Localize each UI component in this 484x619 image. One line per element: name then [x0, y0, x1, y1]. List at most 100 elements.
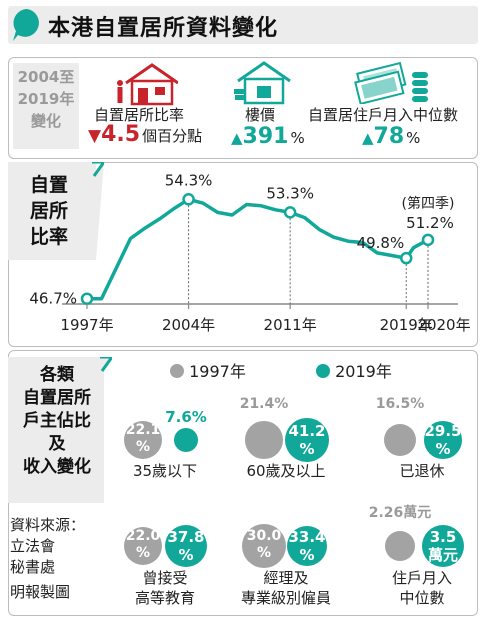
legend-1997-swatch [170, 364, 184, 378]
line-chart-title-2: 居所 [29, 200, 68, 222]
source-line-1: 資料來源： [10, 516, 86, 534]
bubble-2019-value: 37.8 [167, 528, 205, 546]
annotated-point [421, 233, 435, 247]
down-arrow-icon: ▼ [88, 126, 102, 146]
bubble-2019-label: 41.2% [281, 422, 333, 458]
header-bar [8, 6, 478, 44]
header: 本港自置居所資料變化 [0, 0, 484, 52]
category-label: 中位數 [399, 589, 445, 607]
bubble-1997 [241, 523, 287, 569]
ownership-rate-label: 自置居所比率 [94, 106, 185, 124]
bubble-1997 [123, 420, 163, 460]
category-label: 經理及 [263, 569, 309, 587]
ownership-rate-unit: 個百分點 [142, 127, 203, 145]
category-label: 60歲及以上 [246, 462, 326, 480]
bubble-1997 [245, 421, 283, 459]
period-line-3: 變化 [30, 112, 61, 130]
bubble-1997-label: 22.0% [119, 528, 167, 562]
bubble-2019 [174, 428, 198, 452]
legend-2019-swatch [316, 364, 330, 378]
up-arrow-icon: ▲ [231, 129, 243, 147]
point-label: 46.7% [29, 290, 77, 308]
money-icon [354, 61, 428, 104]
bubble-2019-label: 37.8% [160, 528, 212, 564]
period-box [13, 63, 79, 149]
annotated-point [80, 292, 94, 305]
bubble-2019 [164, 524, 208, 568]
price-value: 391 [242, 124, 289, 149]
bubble-2019-value: 3.5 [429, 528, 457, 546]
summary-panel [8, 57, 478, 159]
bubble-2019-unit: % [299, 440, 315, 458]
point-label: 51.2% [406, 214, 454, 232]
period-line-1: 2004至 [17, 68, 75, 86]
legend-2019-label: 2019年 [335, 362, 392, 381]
bubble-1997 [383, 423, 417, 457]
bubble-2019 [424, 421, 462, 459]
bubble-2019-value: 29.5 [424, 422, 462, 440]
groups-title-4: 及 [48, 434, 66, 454]
house-icon [117, 63, 178, 106]
point-label: 53.3% [266, 184, 314, 202]
groups-title: 各類 自置居所 戶主佔比 及 收入變化 [8, 364, 106, 479]
bubble-1997-label: 21.4% [239, 396, 289, 412]
annotated-point [399, 251, 413, 265]
source-line-3: 秘書處 [10, 558, 56, 576]
bubble-1997 [124, 527, 162, 565]
category-label: 曾接受 [142, 569, 188, 587]
annotated-point [182, 193, 195, 206]
period-label: 2004至 2019年 變化 [13, 66, 79, 132]
line-chart-title: 自置 居所 比率 [10, 172, 88, 250]
ownership-rate-value: 4.5 [101, 122, 141, 147]
bubble-1997-label: 16.5% [375, 396, 425, 412]
x-tick-label: 1997年 [60, 316, 113, 334]
x-tick-label: 2004年 [162, 316, 215, 334]
bubble-2019 [422, 525, 464, 567]
bubble-2019-value: 33.4 [288, 528, 326, 546]
price-label: 樓價 [245, 106, 276, 124]
up-arrow-icon: ▲ [362, 129, 374, 147]
category-label: 住戶月入 [391, 569, 452, 587]
bubble-2019-label: 3.5 萬元 [417, 528, 469, 564]
x-tick-label: 2020年 [417, 316, 470, 334]
source-note: 資料來源： 立法會 秘書處 明報製圖 [10, 515, 85, 603]
price-unit: % [290, 129, 305, 147]
legend-1997-label: 1997年 [189, 362, 246, 381]
bubble-1997-label: 22.1% [119, 422, 167, 456]
groups-title-1: 各類 [40, 365, 74, 385]
bubble-2019-unit: 萬元 [427, 546, 458, 564]
groups-title-box [8, 357, 112, 503]
price-change: ▲391% [231, 124, 305, 149]
point-label: 49.8% [357, 234, 405, 252]
groups-title-3: 戶主佔比 [23, 411, 91, 431]
bubble-2019-label: 7.6% [165, 408, 207, 426]
source-line-2: 立法會 [10, 537, 56, 555]
house-price-icon [234, 61, 291, 105]
bubble-1997-label: 30.0% [240, 528, 288, 562]
title-box-corner [8, 162, 104, 260]
legend-1997: 1997年 [170, 358, 246, 382]
bubble-1997-value: 30.0 [246, 528, 282, 544]
bubble-1997-unit: % [135, 545, 151, 561]
source-line-4: 明報製圖 [10, 583, 71, 601]
bubble-2019-value: 41.2 [288, 422, 326, 440]
bubble-1997-value: 22.1 [125, 422, 161, 438]
x-tick-label: 2011年 [264, 316, 317, 334]
category-label: 已退休 [399, 462, 445, 480]
category-label: 高等教育 [134, 589, 195, 607]
income-value: 78 [373, 124, 405, 149]
line-chart: 46.7% 54.3% 53.3% 49.8%51.2% (第四季) 1997年 2004… [29, 171, 470, 334]
ownership-rate-line [87, 197, 429, 301]
period-line-2: 2019年 [17, 90, 75, 108]
bubble-1997-value: 22.0 [125, 528, 161, 544]
bubble-2019 [287, 526, 327, 566]
point-label: 54.3% [165, 171, 213, 189]
annotated-point [283, 206, 297, 219]
bubble-2019-unit: % [299, 546, 315, 564]
bubble-1997-unit: % [256, 545, 272, 561]
page-title: 本港自置居所資料變化 [48, 16, 279, 41]
bubble-2019-label: 33.4% [281, 528, 333, 564]
income-unit: % [406, 129, 421, 147]
legend-2019: 2019年 [316, 358, 392, 382]
